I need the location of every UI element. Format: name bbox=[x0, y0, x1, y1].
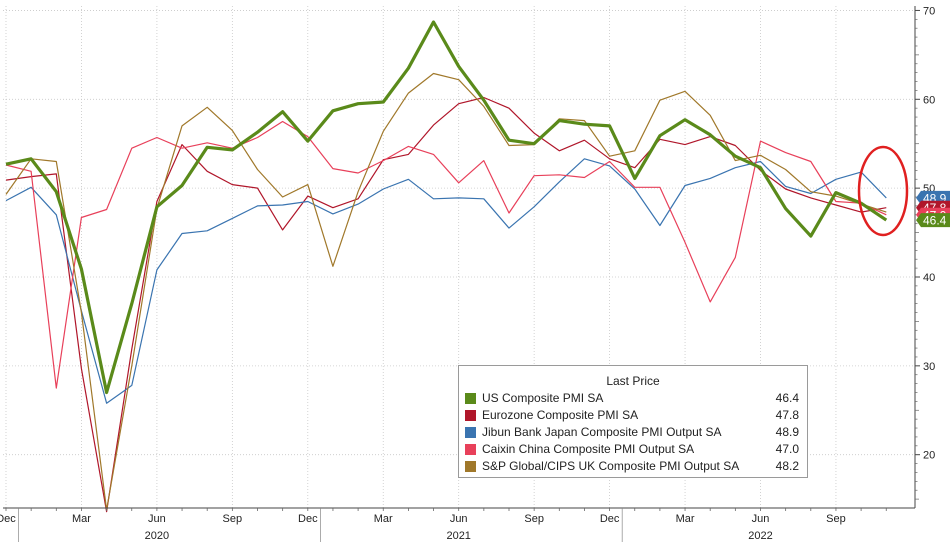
x-tick-label: Dec bbox=[298, 513, 318, 525]
last-value-tags: 48.947.847.046.4 bbox=[916, 190, 950, 228]
series-line-0 bbox=[5, 20, 888, 395]
legend-row: Caixin China Composite PMI Output SA 47.0 bbox=[465, 441, 799, 457]
legend-last-price: 48.9 bbox=[775, 425, 799, 439]
legend-swatch bbox=[465, 392, 476, 404]
legend-last-price: 47.8 bbox=[775, 408, 799, 422]
x-tick-label: Jun bbox=[148, 513, 166, 525]
legend-row: US Composite PMI SA 46.4 bbox=[465, 390, 799, 406]
legend-series-name: Caixin China Composite PMI Output SA bbox=[482, 442, 695, 456]
x-tick-label: Mar bbox=[676, 513, 695, 525]
legend-swatch bbox=[465, 409, 476, 421]
x-tick-label: Dec bbox=[600, 513, 620, 525]
y-tick-label: 70 bbox=[923, 5, 935, 17]
series-line-2 bbox=[5, 158, 887, 404]
x-tick-label: Mar bbox=[374, 513, 393, 525]
last-value-tag-0: 46.4 bbox=[916, 213, 950, 228]
legend-row: Eurozone Composite PMI SA 47.8 bbox=[465, 407, 799, 423]
x-tick-label: Mar bbox=[72, 513, 91, 525]
y-tick-label: 40 bbox=[923, 272, 935, 284]
series-lines bbox=[5, 20, 888, 513]
legend-series-name: Eurozone Composite PMI SA bbox=[482, 408, 639, 422]
x-tick-label: Dec bbox=[0, 513, 16, 525]
legend-last-price: 46.4 bbox=[775, 391, 799, 405]
x-tick-label: Sep bbox=[524, 513, 544, 525]
legend-series-name: Jibun Bank Japan Composite PMI Output SA bbox=[482, 425, 722, 439]
x-tick-label: Sep bbox=[223, 513, 243, 525]
x-tick-label: Sep bbox=[826, 513, 846, 525]
legend-swatch bbox=[465, 460, 476, 472]
y-tick-label: 30 bbox=[923, 361, 935, 373]
x-tick-label: Jun bbox=[450, 513, 468, 525]
highlight-circle bbox=[857, 145, 909, 237]
legend-row: Jibun Bank Japan Composite PMI Output SA… bbox=[465, 424, 799, 440]
x-tick-label: Jun bbox=[752, 513, 770, 525]
legend-last-price: 47.0 bbox=[775, 442, 799, 456]
legend-row: S&P Global/CIPS UK Composite PMI Output … bbox=[465, 458, 799, 474]
legend-swatch bbox=[465, 443, 476, 455]
tag-label: 46.4 bbox=[923, 214, 947, 228]
x-year-label: 2020 bbox=[145, 530, 169, 542]
tag-shape bbox=[916, 213, 950, 228]
legend-last-price: 48.2 bbox=[775, 459, 799, 473]
legend-series-name: US Composite PMI SA bbox=[482, 391, 604, 405]
legend-swatch bbox=[465, 426, 476, 438]
legend: Last Price US Composite PMI SA 46.4 Eurozo… bbox=[458, 365, 808, 478]
y-tick-label: 60 bbox=[923, 94, 935, 106]
series-line-3 bbox=[5, 120, 887, 389]
legend-series-name: S&P Global/CIPS UK Composite PMI Output … bbox=[482, 459, 740, 473]
y-tick-label: 20 bbox=[923, 450, 935, 462]
x-year-label: 2022 bbox=[748, 530, 772, 542]
x-year-label: 2021 bbox=[446, 530, 470, 542]
legend-title: Last Price bbox=[606, 374, 660, 388]
